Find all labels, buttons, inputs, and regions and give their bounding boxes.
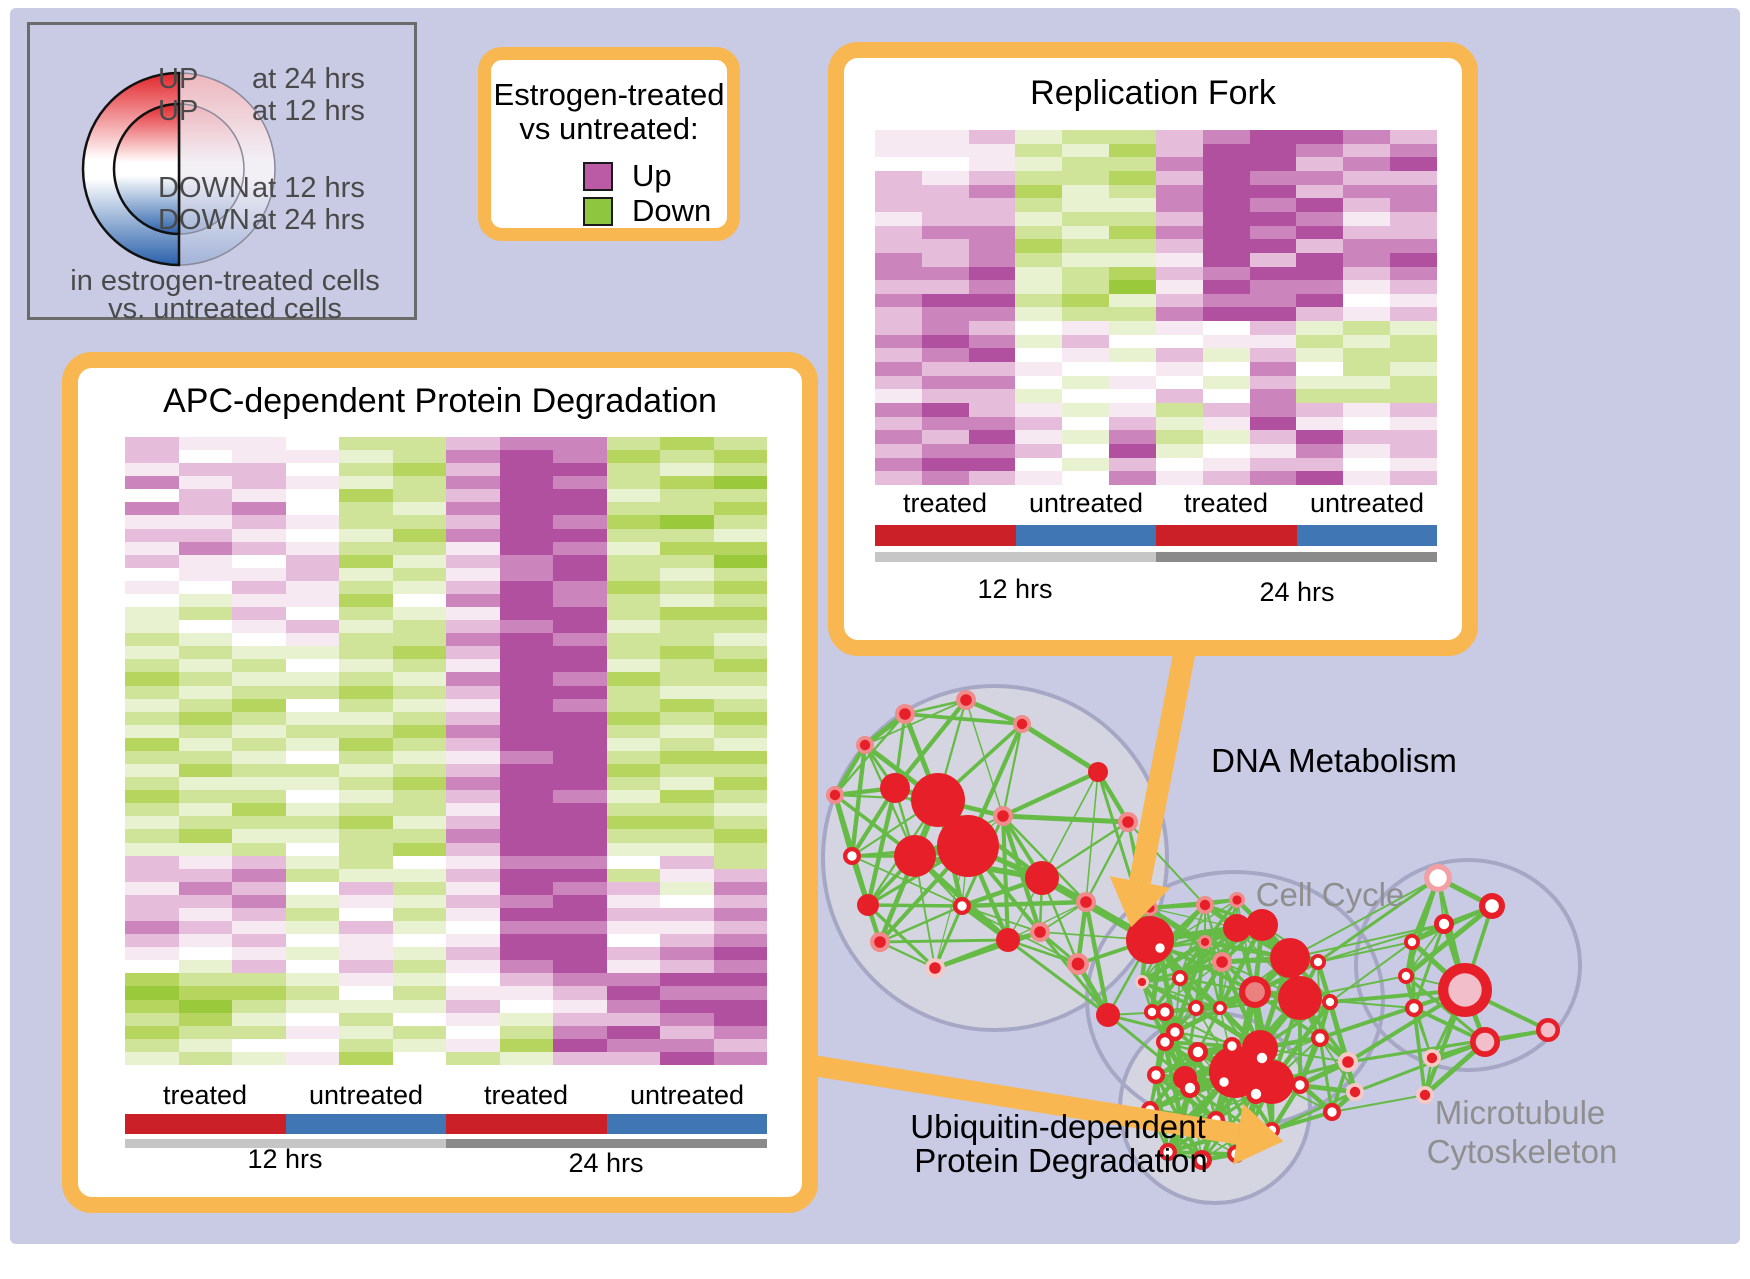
rf-group-label-4: untreated — [1309, 488, 1425, 518]
inner-ring-left-half — [112, 102, 181, 236]
up-12-key: UP — [158, 95, 199, 127]
rf-group-label-2: untreated — [1028, 488, 1144, 518]
down-12-key: DOWN — [158, 172, 250, 204]
rf-group-label-1: treated — [902, 488, 988, 518]
rf-treated-bar-24 — [1156, 525, 1297, 546]
rf-group-label-3: treated — [1183, 488, 1269, 518]
legend-item-down: Down — [583, 193, 711, 229]
rf-12hrs-bar — [875, 552, 1156, 562]
legend-item-up: Up — [583, 158, 672, 194]
down-swatch — [583, 196, 613, 226]
up-24-key: UP — [158, 63, 199, 95]
rf-treated-bar-12 — [875, 525, 1016, 546]
estrogen-legend: Estrogen-treated vs untreated: Up Down — [478, 47, 740, 241]
up-swatch — [583, 161, 613, 191]
down-24-key: DOWN — [158, 204, 250, 236]
estrogen-legend-title: Estrogen-treated vs untreated: — [491, 78, 727, 146]
replication-fork-title: Replication Fork — [1030, 74, 1276, 112]
updown-ring-legend: UP at 24 hrs UP at 12 hrs DOWN at 12 hrs… — [27, 22, 417, 325]
rf-12hrs-label: 12 hrs — [977, 574, 1053, 604]
apc-heatmap — [125, 437, 767, 1065]
estrogen-title-line2: vs untreated: — [519, 111, 699, 146]
down-12-time: at 12 hrs — [252, 172, 365, 204]
inner-ring-right-half — [178, 103, 245, 235]
legend-caption-line1: in estrogen-treated cells — [70, 265, 380, 297]
apc-group-label-4: untreated — [629, 1080, 745, 1110]
rf-untreated-bar-24 — [1297, 525, 1437, 546]
down-label: Down — [632, 193, 712, 228]
replication-fork-heatmap — [875, 130, 1437, 485]
apc-untreated-bar-12 — [286, 1114, 446, 1134]
apc-group-label-3: treated — [483, 1080, 569, 1110]
rf-24hrs-bar — [1156, 552, 1437, 562]
apc-treated-bar-12 — [125, 1114, 286, 1134]
apc-12hrs-label: 12 hrs — [247, 1144, 323, 1174]
apc-24hrs-bar — [446, 1139, 767, 1148]
up-24-time: at 24 hrs — [252, 63, 365, 95]
apc-group-label-2: untreated — [308, 1080, 424, 1110]
rf-24hrs-label: 24 hrs — [1259, 577, 1335, 607]
updown-ring-graphic — [81, 71, 276, 267]
up-label: Up — [632, 158, 672, 193]
up-12-time: at 12 hrs — [252, 95, 365, 127]
apc-panel-title: APC-dependent Protein Degradation — [163, 382, 717, 420]
down-24-time: at 24 hrs — [252, 204, 365, 236]
rf-untreated-bar-12 — [1016, 525, 1156, 546]
estrogen-title-line1: Estrogen-treated — [493, 77, 725, 112]
legend-caption-line2: vs. untreated cells — [108, 293, 342, 325]
apc-group-label-1: treated — [162, 1080, 248, 1110]
apc-12hrs-bar — [125, 1139, 446, 1148]
apc-24hrs-label: 24 hrs — [568, 1148, 644, 1178]
apc-untreated-bar-24 — [607, 1114, 767, 1134]
apc-treated-bar-24 — [446, 1114, 607, 1134]
